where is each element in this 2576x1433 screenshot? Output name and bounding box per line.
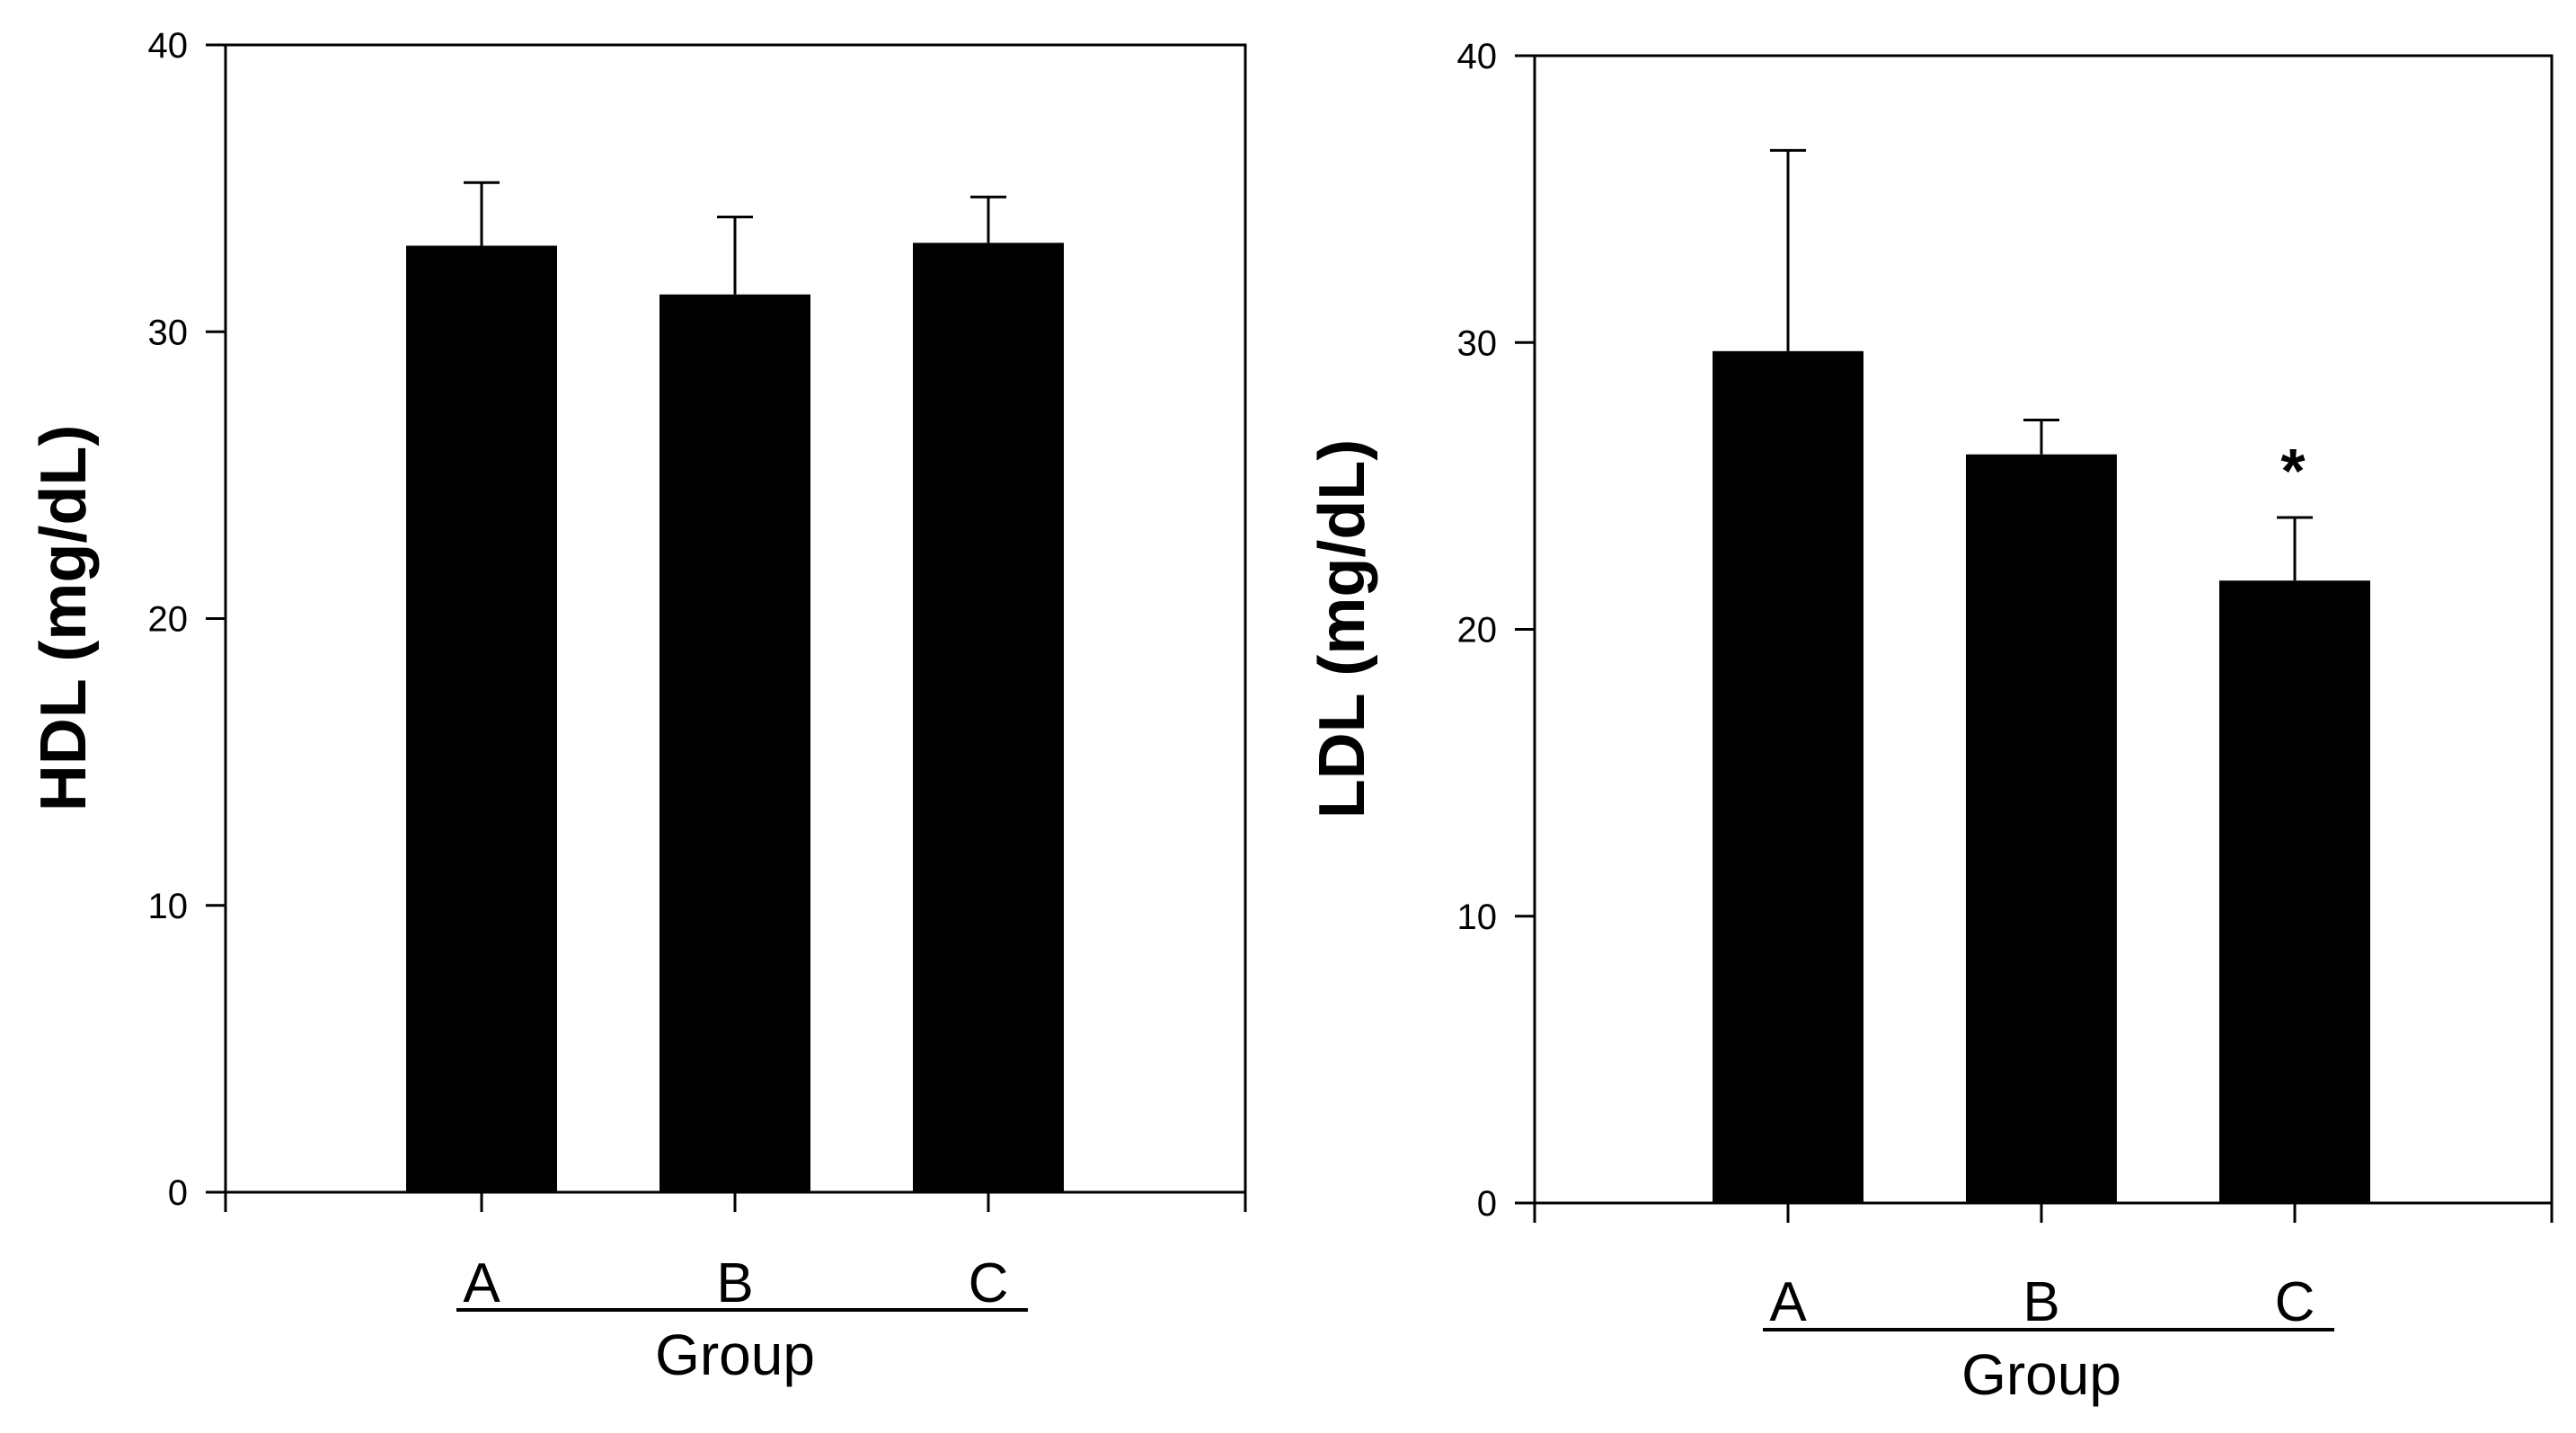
- hdl-chart-panel: 0 10 20 30 40 A B C Group HDL (mg/dL): [28, 26, 1247, 1387]
- ldl-bar-b: [1966, 454, 2117, 1203]
- hdl-bar-a: [406, 245, 557, 1193]
- ldl-x-tick-label-c: C: [2275, 1271, 2315, 1333]
- hdl-x-tick-label-c: C: [969, 1252, 1009, 1314]
- hdl-x-axis-label: Group: [655, 1322, 815, 1387]
- ldl-chart-panel: * 0 10 20 30 40 A B C Group LDL (mg/dL): [1306, 37, 2554, 1407]
- hdl-y-tick-label: 0: [168, 1173, 188, 1213]
- hdl-y-axis-label: HDL (mg/dL): [28, 425, 100, 812]
- hdl-x-tick-label-a: A: [463, 1252, 500, 1314]
- ldl-y-tick-label: 30: [1457, 323, 1498, 363]
- ldl-x-tick-label-b: B: [2023, 1271, 2059, 1333]
- ldl-bar-c: [2219, 580, 2370, 1203]
- ldl-y-tick-label: 0: [1477, 1184, 1497, 1224]
- ldl-x-axis-label: Group: [1961, 1342, 2121, 1407]
- hdl-y-tick-label: 20: [148, 600, 189, 640]
- hdl-x-tick-label-b: B: [716, 1252, 753, 1314]
- ldl-significance-marker: *: [2280, 436, 2306, 506]
- ldl-y-tick-label: 20: [1457, 611, 1498, 650]
- hdl-y-tick-label: 30: [148, 313, 189, 352]
- hdl-bar-b: [659, 294, 810, 1192]
- hdl-y-tick-label: 10: [148, 887, 189, 926]
- ldl-bar-a: [1713, 350, 1863, 1203]
- ldl-y-tick-label: 40: [1457, 37, 1498, 76]
- ldl-x-tick-label-a: A: [1769, 1271, 1807, 1333]
- ldl-y-axis-label: LDL (mg/dL): [1306, 439, 1378, 819]
- ldl-y-tick-label: 10: [1457, 898, 1498, 937]
- hdl-bar-c: [913, 243, 1064, 1193]
- hdl-y-tick-label: 40: [148, 26, 189, 66]
